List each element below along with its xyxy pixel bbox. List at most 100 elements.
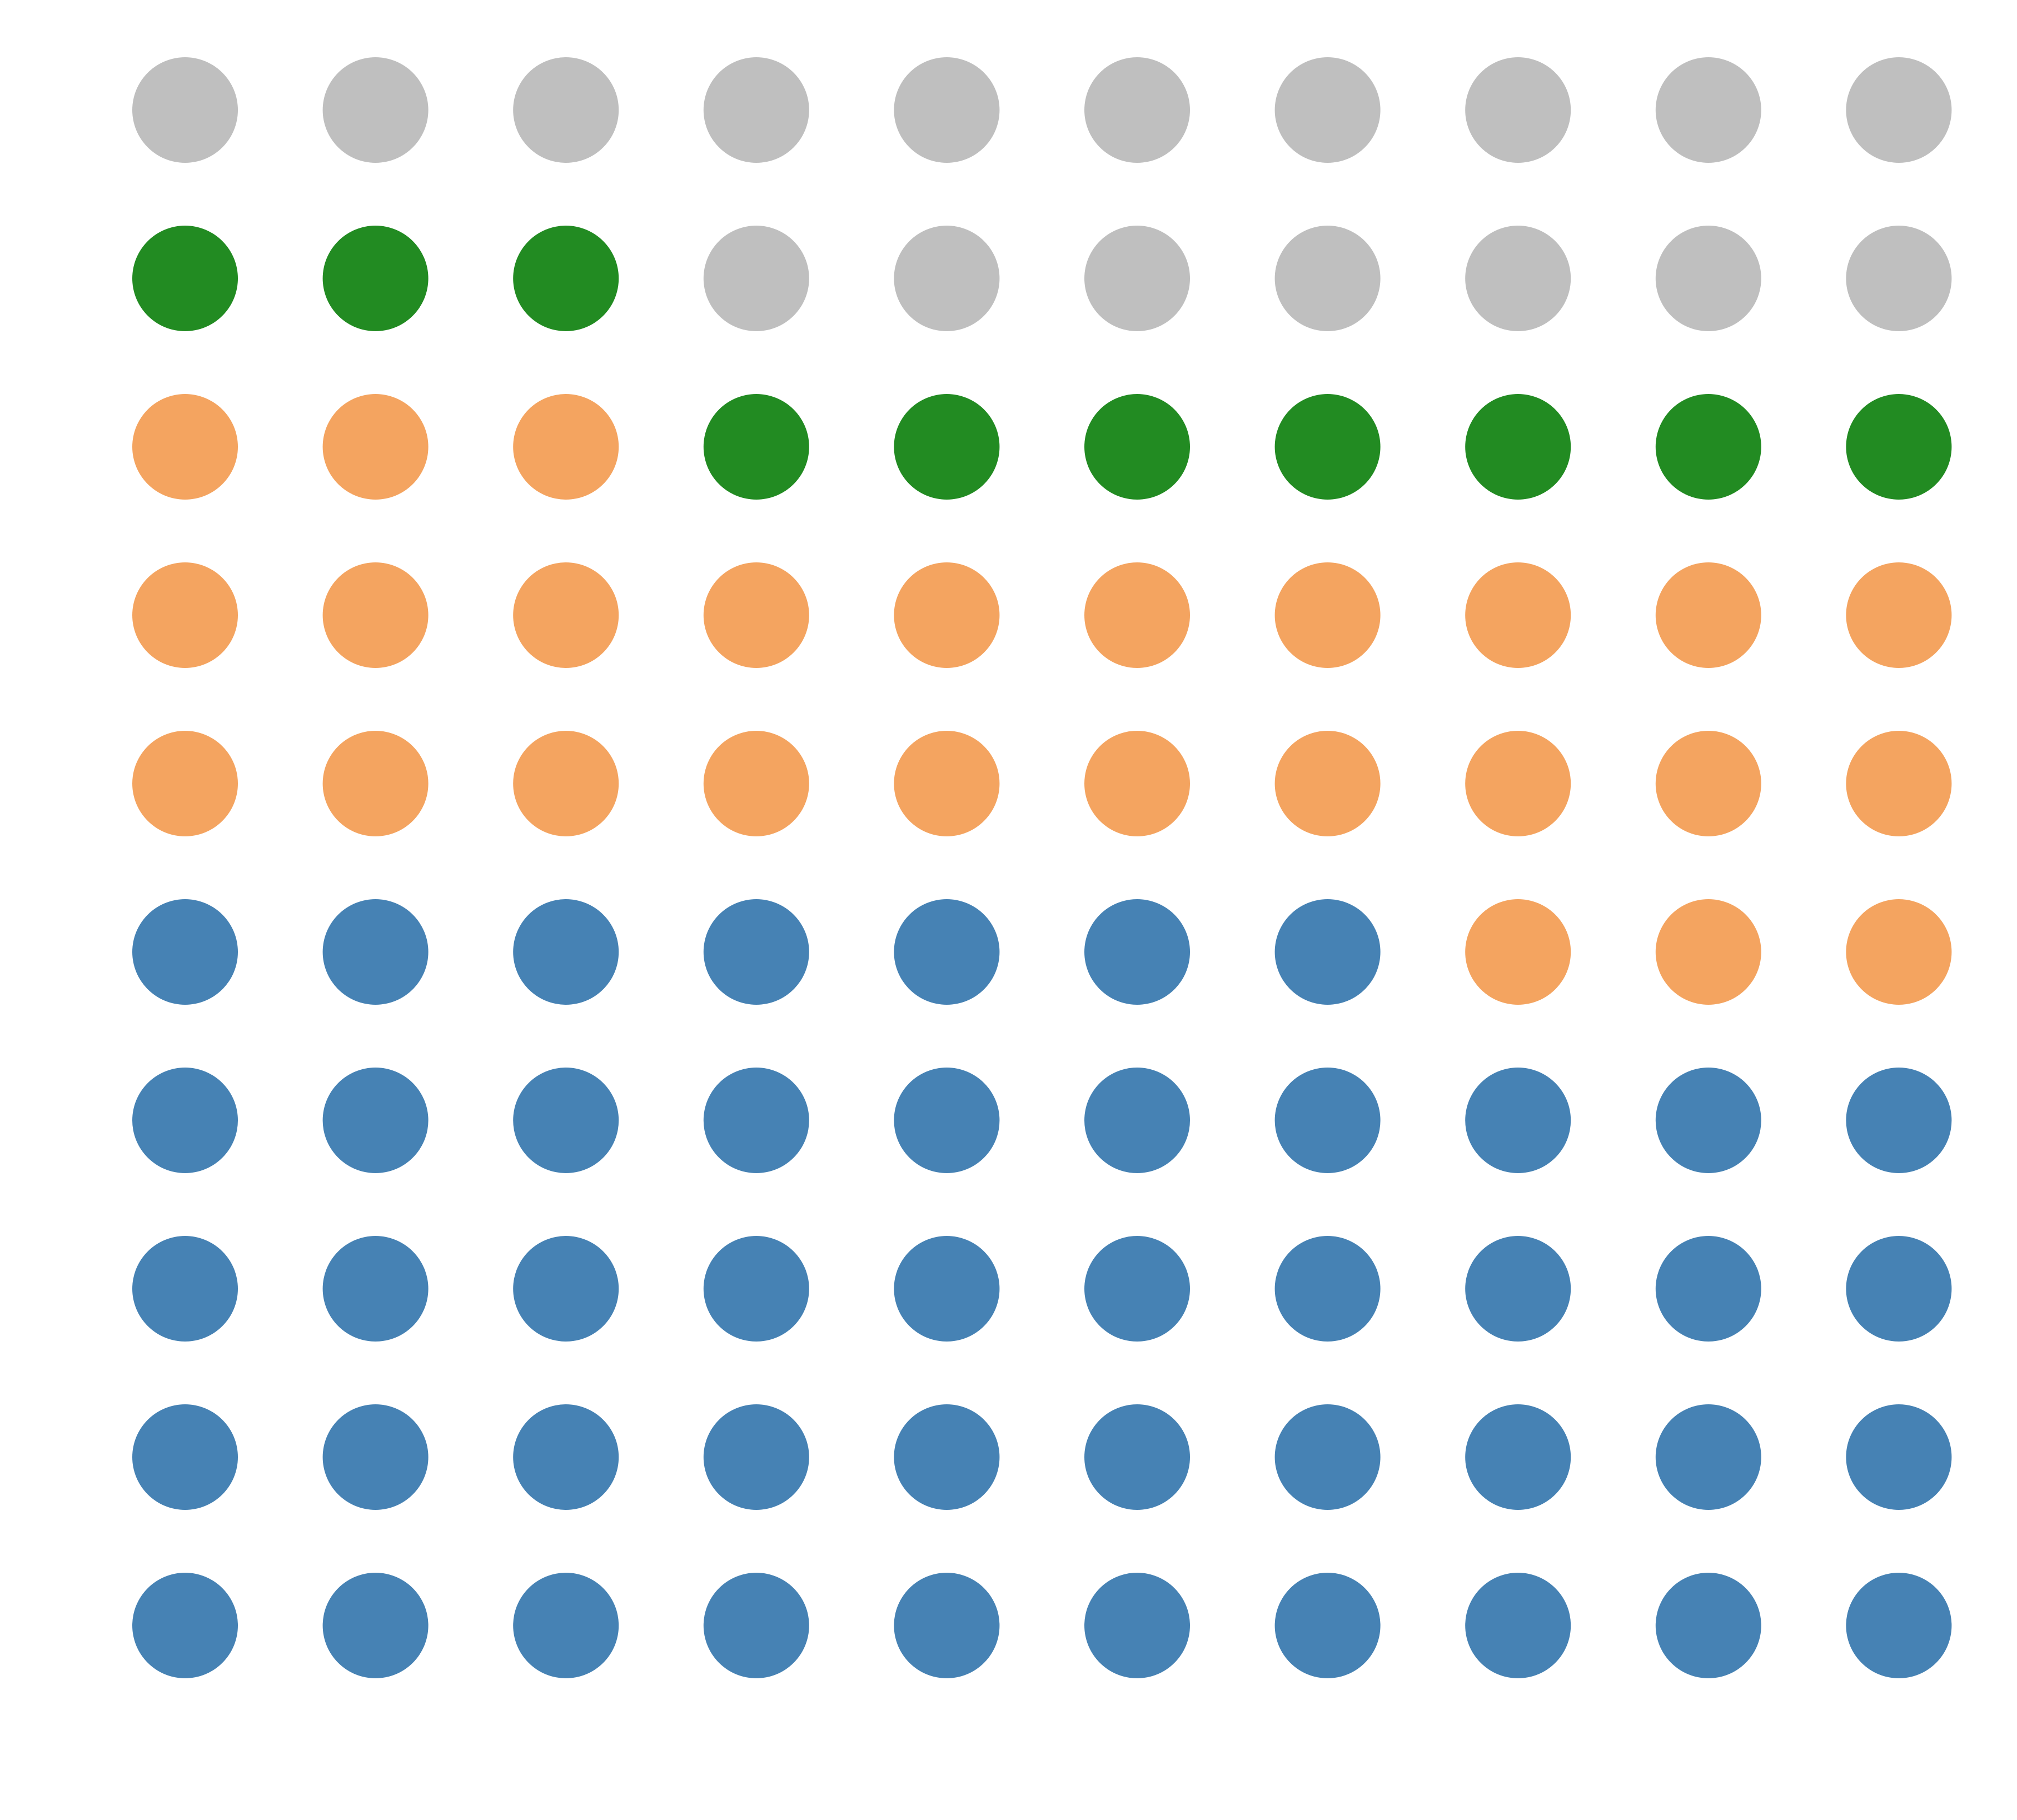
waffle-dot (1846, 562, 1952, 668)
waffle-dot (1465, 1236, 1571, 1342)
waffle-dot (513, 731, 619, 836)
waffle-dot (1655, 899, 1761, 1005)
waffle-dot (513, 226, 619, 331)
waffle-dot (513, 562, 619, 668)
waffle-dot (1084, 394, 1190, 500)
waffle-dot (132, 731, 238, 836)
waffle-dot (1655, 731, 1761, 836)
waffle-dot (1846, 731, 1952, 836)
waffle-dot (132, 1573, 238, 1678)
waffle-dot (322, 1236, 429, 1342)
waffle-dot (513, 57, 619, 163)
waffle-dot (513, 899, 619, 1005)
waffle-dot (1084, 226, 1190, 331)
waffle-dot (1465, 394, 1571, 500)
waffle-dot (132, 1236, 238, 1342)
waffle-dot (513, 1573, 619, 1678)
waffle-dot (132, 394, 238, 500)
waffle-dot (703, 899, 809, 1005)
waffle-dot (1084, 57, 1190, 163)
waffle-dot (1655, 1236, 1761, 1342)
waffle-dot (894, 1404, 1000, 1510)
waffle-dot (703, 1068, 809, 1173)
waffle-dot (1846, 1068, 1952, 1173)
waffle-dot (322, 731, 429, 836)
waffle-dot (1655, 1068, 1761, 1173)
waffle-dot (132, 226, 238, 331)
waffle-dot (1465, 1404, 1571, 1510)
waffle-dot (894, 562, 1000, 668)
waffle-dot (1465, 57, 1571, 163)
waffle-dot (1274, 731, 1381, 836)
waffle-dot (322, 394, 429, 500)
waffle-dot (1846, 899, 1952, 1005)
waffle-dot (703, 394, 809, 500)
waffle-dot (1846, 226, 1952, 331)
waffle-dot (894, 394, 1000, 500)
waffle-dot (703, 1404, 809, 1510)
waffle-dot (513, 1236, 619, 1342)
waffle-dot (322, 1068, 429, 1173)
waffle-dot (1084, 731, 1190, 836)
waffle-dot (322, 562, 429, 668)
waffle-dot (1465, 1573, 1571, 1678)
waffle-dot (322, 226, 429, 331)
waffle-dot (1084, 899, 1190, 1005)
waffle-dot (894, 226, 1000, 331)
waffle-dot (132, 899, 238, 1005)
waffle-dot (322, 899, 429, 1005)
waffle-dot (1465, 562, 1571, 668)
waffle-dot (1084, 1236, 1190, 1342)
waffle-dot (894, 1573, 1000, 1678)
waffle-dot (1655, 57, 1761, 163)
waffle-dot (132, 562, 238, 668)
waffle-dot (1846, 57, 1952, 163)
waffle-dot (1655, 226, 1761, 331)
waffle-dot (132, 57, 238, 163)
waffle-dot (894, 1068, 1000, 1173)
waffle-dot (703, 731, 809, 836)
waffle-dot (1084, 562, 1190, 668)
waffle-dot (322, 57, 429, 163)
waffle-dot (1274, 394, 1381, 500)
waffle-dot (1655, 562, 1761, 668)
waffle-dot (1465, 899, 1571, 1005)
waffle-dot (513, 1068, 619, 1173)
waffle-dot (1274, 1404, 1381, 1510)
waffle-dot (1274, 57, 1381, 163)
waffle-dot (703, 1236, 809, 1342)
waffle-dot (1274, 1573, 1381, 1678)
waffle-dot (894, 731, 1000, 836)
waffle-dot (1274, 1068, 1381, 1173)
waffle-dot (322, 1404, 429, 1510)
waffle-dot (894, 899, 1000, 1005)
waffle-dot (1084, 1404, 1190, 1510)
waffle-dot (1465, 226, 1571, 331)
waffle-dot (132, 1068, 238, 1173)
waffle-dot (703, 562, 809, 668)
waffle-dot (894, 57, 1000, 163)
waffle-dot (894, 1236, 1000, 1342)
waffle-dot (1655, 1573, 1761, 1678)
waffle-dot (132, 1404, 238, 1510)
waffle-dot (1274, 1236, 1381, 1342)
waffle-dot (513, 394, 619, 500)
waffle-dot (513, 1404, 619, 1510)
waffle-dot (703, 226, 809, 331)
waffle-dot (1846, 1404, 1952, 1510)
waffle-dot (1655, 1404, 1761, 1510)
waffle-dot (1084, 1573, 1190, 1678)
waffle-dot (703, 1573, 809, 1678)
waffle-dot (1846, 1573, 1952, 1678)
waffle-dot (1084, 1068, 1190, 1173)
waffle-dot (1274, 562, 1381, 668)
waffle-dot (1846, 394, 1952, 500)
waffle-dot (1846, 1236, 1952, 1342)
waffle-dot (322, 1573, 429, 1678)
waffle-dot (1274, 899, 1381, 1005)
waffle-dot (1465, 1068, 1571, 1173)
waffle-dot (1655, 394, 1761, 500)
waffle-dot (1465, 731, 1571, 836)
